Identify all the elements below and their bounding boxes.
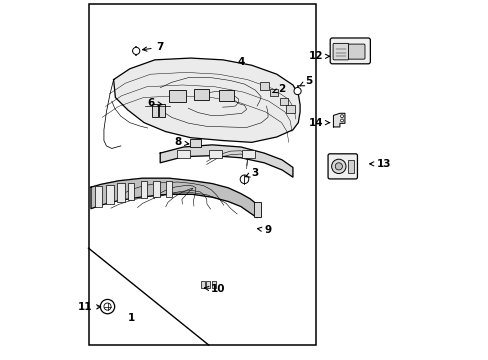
Bar: [201, 281, 204, 288]
Bar: [153, 181, 159, 197]
Circle shape: [293, 87, 301, 95]
Text: 1: 1: [128, 313, 135, 323]
Bar: [260, 82, 268, 90]
Bar: [254, 202, 260, 217]
Bar: [140, 181, 147, 198]
Bar: [190, 139, 201, 147]
Text: 10: 10: [204, 284, 224, 294]
Bar: [169, 90, 186, 102]
Text: 4: 4: [237, 57, 244, 67]
Polygon shape: [113, 58, 300, 142]
Text: 7: 7: [142, 42, 163, 52]
Bar: [128, 183, 134, 200]
Bar: [117, 183, 125, 202]
Bar: [347, 160, 353, 173]
Bar: [152, 104, 158, 117]
Circle shape: [240, 175, 248, 184]
Polygon shape: [333, 113, 344, 127]
Polygon shape: [160, 145, 292, 177]
Text: 14: 14: [308, 118, 329, 128]
Text: 11: 11: [78, 302, 101, 312]
Bar: [94, 186, 102, 207]
Bar: [209, 149, 222, 158]
Bar: [219, 90, 233, 101]
Bar: [269, 89, 278, 96]
Text: 2: 2: [272, 84, 285, 94]
Circle shape: [340, 119, 343, 122]
Circle shape: [104, 303, 111, 310]
Bar: [279, 98, 287, 105]
FancyBboxPatch shape: [332, 43, 348, 60]
Text: 3: 3: [245, 168, 258, 178]
Bar: [106, 185, 113, 204]
Text: 9: 9: [257, 225, 271, 235]
Bar: [159, 104, 164, 117]
Bar: [165, 181, 172, 197]
Text: 8: 8: [174, 138, 188, 147]
Text: 5: 5: [299, 76, 312, 86]
Text: 13: 13: [369, 159, 391, 169]
Text: 12: 12: [308, 51, 329, 61]
Bar: [285, 105, 294, 113]
FancyBboxPatch shape: [329, 38, 369, 64]
Circle shape: [100, 300, 115, 314]
Bar: [211, 281, 215, 288]
Bar: [241, 149, 254, 158]
Bar: [177, 149, 190, 158]
Circle shape: [331, 159, 346, 174]
FancyBboxPatch shape: [348, 44, 364, 59]
Text: 6: 6: [147, 98, 162, 108]
FancyBboxPatch shape: [327, 154, 357, 179]
Bar: [88, 4, 316, 345]
Bar: [206, 281, 210, 288]
Circle shape: [335, 163, 342, 170]
Polygon shape: [91, 178, 257, 218]
Circle shape: [132, 47, 140, 54]
Bar: [194, 89, 209, 100]
Circle shape: [340, 115, 343, 118]
